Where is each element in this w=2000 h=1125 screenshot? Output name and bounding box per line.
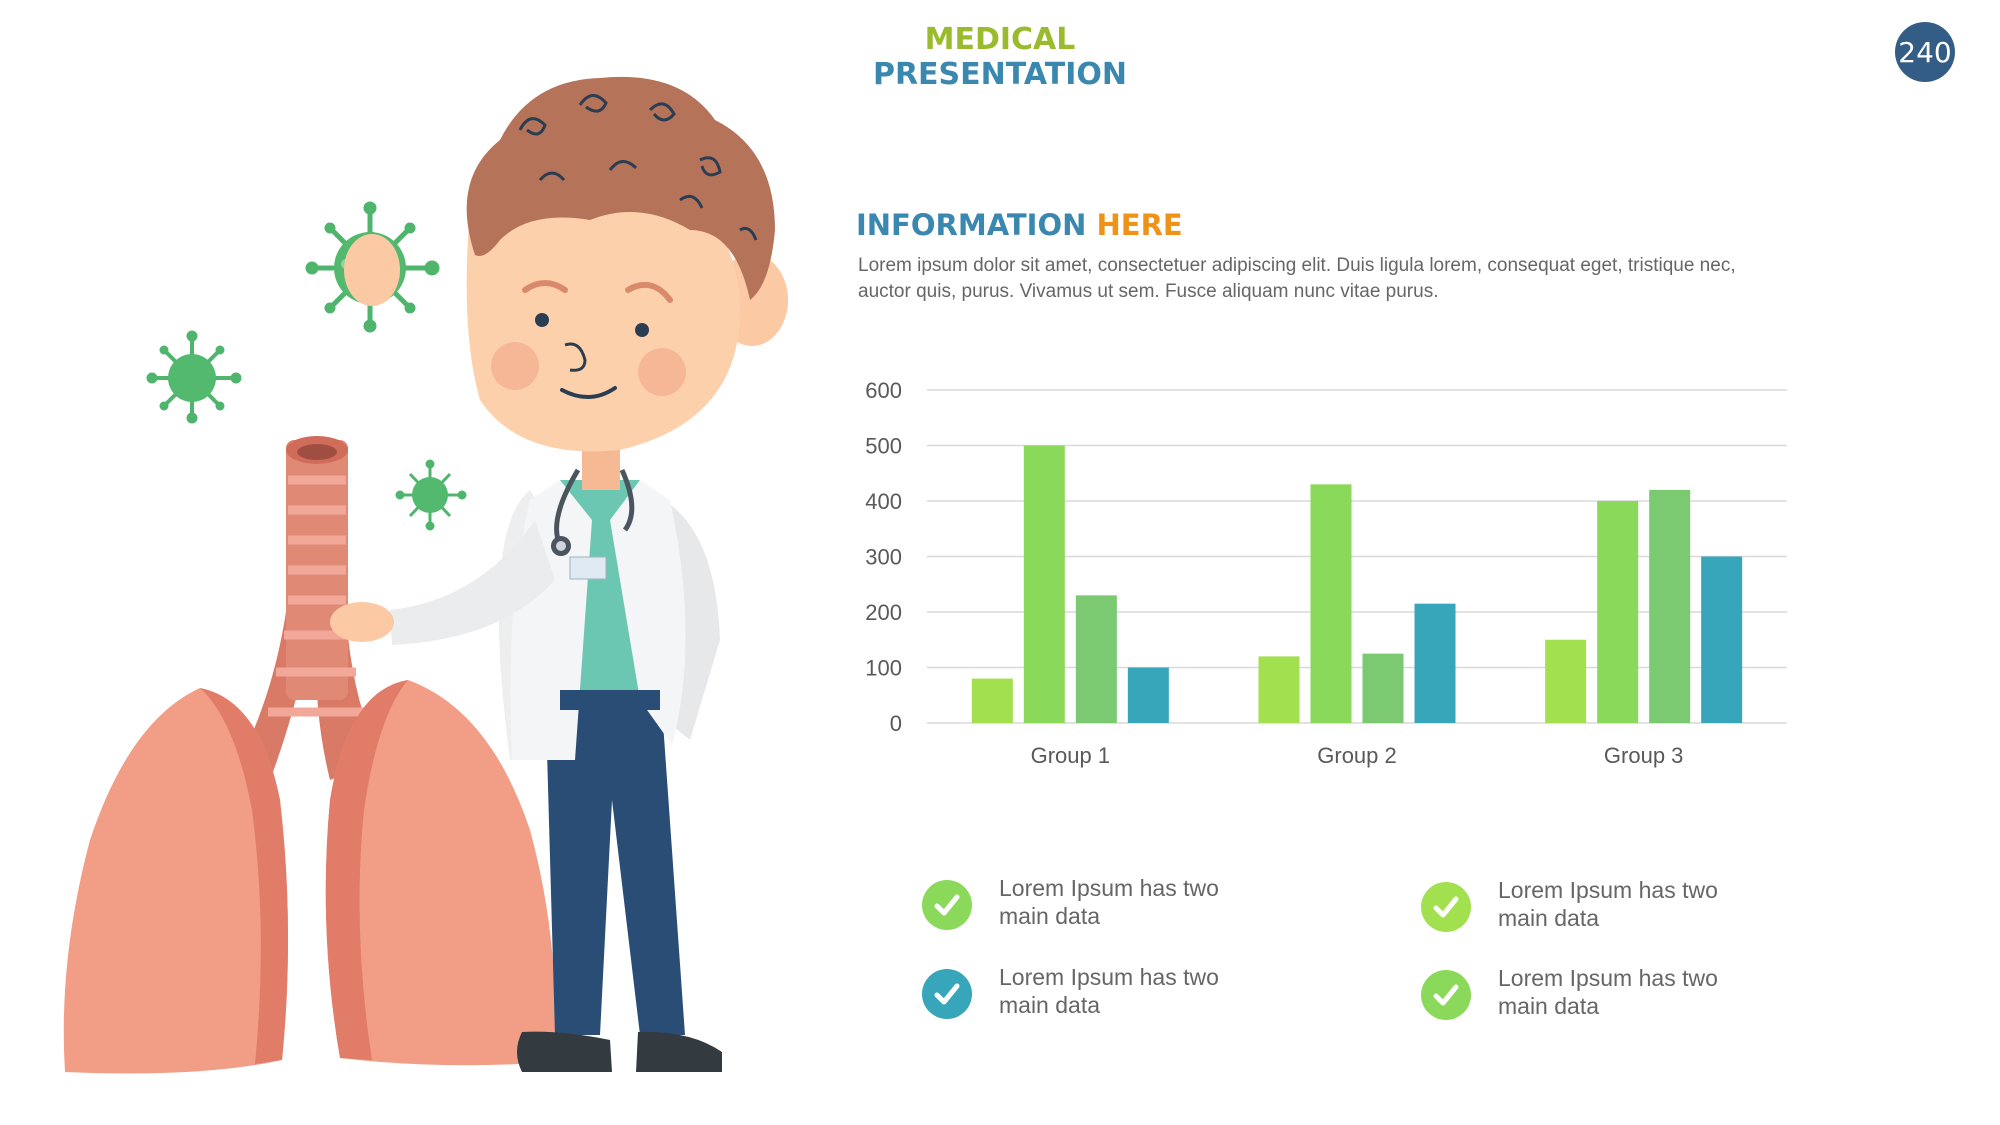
check-icon <box>1421 970 1471 1020</box>
y-tick-label: 100 <box>865 656 902 681</box>
x-tick-label: Group 3 <box>1604 743 1684 768</box>
doctor-character <box>330 76 788 1072</box>
bar-1-2 <box>1023 445 1065 723</box>
info-heading-main: INFORMATION <box>856 208 1087 242</box>
info-heading-accent: HERE <box>1096 208 1183 242</box>
y-tick-label: 0 <box>890 711 902 736</box>
bar-3-4 <box>1701 556 1743 723</box>
check-item-4: Lorem Ipsum has two main data <box>1421 965 1758 1020</box>
check-icon <box>922 969 972 1019</box>
check-item-text: Lorem Ipsum has two main data <box>999 964 1219 1018</box>
bar-2-3 <box>1362 653 1404 723</box>
doctor-lungs-illustration <box>63 76 788 1074</box>
y-tick-label: 600 <box>865 378 902 403</box>
bar-1-4 <box>1127 667 1169 723</box>
check-item-text: Lorem Ipsum has two main data <box>1498 965 1718 1019</box>
y-tick-label: 300 <box>865 545 902 570</box>
bar-2-4 <box>1414 603 1456 723</box>
bar-2-2 <box>1310 484 1352 723</box>
title-line-1: MEDICAL <box>924 22 1076 57</box>
x-tick-label: Group 2 <box>1317 743 1397 768</box>
lungs-illustration <box>63 436 556 1074</box>
bar-1-3 <box>1075 595 1117 723</box>
bar-3-2 <box>1597 501 1639 723</box>
check-icon <box>1421 882 1471 932</box>
check-icon <box>922 880 972 930</box>
bar-chart: 0 100 200 300 400 500 600 Group 1 Group 2 Group 3 <box>865 378 1787 768</box>
x-tick-label: Group 1 <box>1031 743 1111 768</box>
bar-2-1 <box>1258 656 1300 723</box>
bar-3-1 <box>1545 639 1587 723</box>
check-item-3: Lorem Ipsum has two main data <box>1421 877 1758 932</box>
bar-3-3 <box>1649 489 1691 723</box>
virus-icon <box>146 330 242 424</box>
info-body-text: Lorem ipsum dolor sit amet, consectetuer… <box>858 255 1736 302</box>
y-tick-label: 500 <box>865 434 902 459</box>
check-item-1: Lorem Ipsum has two main data <box>922 875 1259 930</box>
check-item-2: Lorem Ipsum has two main data <box>922 964 1259 1019</box>
check-item-text: Lorem Ipsum has two main data <box>999 875 1219 929</box>
y-tick-label: 200 <box>865 600 902 625</box>
virus-icon <box>395 459 467 531</box>
bar-1-1 <box>971 678 1013 723</box>
y-tick-label: 400 <box>865 489 902 514</box>
title-line-2: PRESENTATION <box>872 57 1128 92</box>
page-number-badge: 240 <box>1895 22 1955 82</box>
info-heading: INFORMATION HERE <box>856 208 1183 242</box>
check-item-text: Lorem Ipsum has two main data <box>1498 877 1718 931</box>
